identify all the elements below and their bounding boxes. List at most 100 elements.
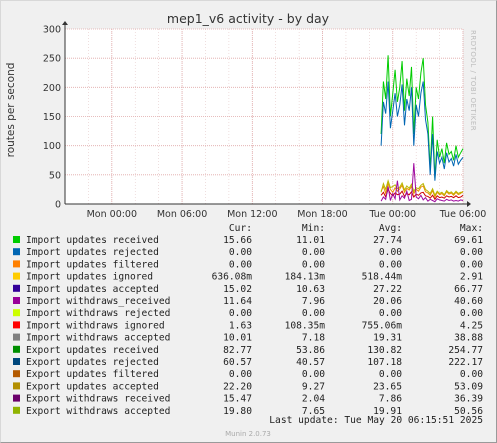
legend-value-max: 222.17 [448, 357, 483, 368]
legend-value-min: 0.00 [302, 369, 325, 380]
legend-name: Export withdraws received [26, 394, 170, 405]
legend-value-avg: 107.18 [367, 357, 402, 368]
legend-name: Import withdraws_received [26, 296, 170, 307]
legend-value-min: 40.57 [296, 357, 325, 368]
legend-value-cur: 0.00 [229, 369, 252, 380]
legend-value-cur: 1.63 [229, 320, 252, 331]
legend-header-min: Min: [302, 223, 325, 234]
series-lines [380, 55, 464, 203]
legend-name: Import updates filtered [26, 259, 159, 270]
last-update: Last update: Tue May 20 06:15:51 2025 [269, 415, 483, 426]
legend-value-cur: 15.66 [223, 235, 252, 246]
x-tick-label: Mon 18:00 [297, 209, 347, 220]
legend-value-cur: 60.57 [223, 357, 252, 368]
legend-value-max: 38.88 [454, 333, 483, 344]
legend-value-max: 40.60 [454, 296, 483, 307]
legend-name: Export withdraws accepted [26, 406, 170, 417]
legend-value-avg: 19.91 [373, 406, 402, 417]
y-axis-arrow [62, 21, 68, 25]
legend-value-min: 0.00 [302, 247, 325, 258]
legend-value-cur: 11.64 [223, 296, 252, 307]
munin-version: Munin 2.0.73 [225, 430, 271, 438]
legend-value-max: 0.00 [460, 247, 483, 258]
x-tick-label: Mon 00:00 [87, 209, 137, 220]
legend-swatch [13, 358, 20, 365]
legend-value-min: 53.86 [296, 345, 325, 356]
legend-name: Import updates rejected [26, 247, 159, 258]
legend-value-max: 2.91 [460, 272, 483, 283]
legend-value-min: 9.27 [302, 381, 325, 392]
y-axis-label: routes per second [5, 63, 17, 158]
legend-value-max: 4.25 [460, 320, 483, 331]
legend-name: Import withdraws rejected [26, 308, 170, 319]
legend-swatch [13, 382, 20, 390]
legend-value-avg: 755.06m [362, 320, 403, 331]
legend-name: Import withdraws accepted [26, 333, 170, 344]
legend-header-cur: Cur: [229, 223, 252, 234]
legend-value-min: 0.00 [302, 259, 325, 270]
legend-name: Import updates accepted [26, 284, 159, 295]
legend-value-avg: 0.00 [379, 308, 402, 319]
legend-swatch [13, 272, 20, 280]
legend-value-avg: 20.06 [373, 296, 402, 307]
legend-value-avg: 518.44m [362, 272, 403, 283]
legend-value-avg: 0.00 [379, 369, 402, 380]
legend-value-max: 50.56 [454, 406, 483, 417]
series-line [380, 188, 464, 201]
legend-value-cur: 636.08m [212, 272, 253, 283]
legend-value-min: 7.96 [302, 296, 325, 307]
legend-name: Export updates received [26, 345, 159, 356]
legend-value-min: 2.04 [302, 394, 325, 405]
x-tick-label: Tue 00:00 [368, 209, 416, 220]
legend-value-cur: 0.00 [229, 259, 252, 270]
legend-swatch [13, 297, 20, 304]
legend-swatch [13, 333, 20, 341]
legend-value-max: 36.39 [454, 394, 483, 405]
legend-value-max: 69.61 [454, 235, 483, 246]
legend-value-cur: 15.47 [223, 394, 252, 405]
legend: Cur: Min: Avg: Max: Import updates received 1… [13, 223, 483, 417]
y-tick-label: 300 [43, 25, 61, 36]
legend-swatch [13, 394, 20, 402]
series-line [380, 181, 464, 199]
legend-value-min: 7.65 [302, 406, 325, 417]
legend-swatch [13, 236, 20, 243]
legend-value-cur: 15.02 [223, 284, 252, 295]
legend-value-min: 11.01 [296, 235, 325, 246]
legend-value-cur: 0.00 [229, 247, 252, 258]
x-axis-arrow [467, 201, 471, 207]
legend-swatch [13, 406, 20, 414]
legend-name: Export updates accepted [26, 381, 159, 392]
legend-value-min: 7.18 [302, 333, 325, 344]
x-tick-label: Mon 12:00 [227, 209, 277, 220]
legend-value-avg: 27.74 [373, 235, 402, 246]
legend-value-max: 66.77 [454, 284, 483, 295]
legend-value-avg: 19.31 [373, 333, 402, 344]
legend-value-min: 108.35m [285, 320, 326, 331]
series-line [380, 163, 464, 203]
legend-value-max: 0.00 [460, 259, 483, 270]
legend-value-avg: 23.65 [373, 381, 402, 392]
legend-swatch [13, 248, 20, 256]
legend-value-min: 184.13m [285, 272, 326, 283]
series-line [380, 81, 464, 181]
legend-value-cur: 22.20 [223, 381, 252, 392]
legend-value-avg: 130.82 [367, 345, 402, 356]
legend-name: Export updates rejected [26, 357, 159, 368]
legend-value-min: 0.00 [302, 308, 325, 319]
legend-value-avg: 7.86 [379, 394, 402, 405]
legend-value-avg: 0.00 [379, 259, 402, 270]
legend-swatch [13, 321, 20, 329]
legend-value-max: 53.09 [454, 381, 483, 392]
legend-value-cur: 82.77 [223, 345, 252, 356]
legend-value-avg: 0.00 [379, 247, 402, 258]
legend-value-avg: 27.22 [373, 284, 402, 295]
legend-value-cur: 0.00 [229, 308, 252, 319]
legend-value-cur: 10.01 [223, 333, 252, 344]
legend-name: Import withdraws ignored [26, 320, 165, 331]
x-tick-label: Tue 06:00 [439, 209, 487, 220]
axes [62, 21, 471, 207]
legend-value-max: 0.00 [460, 369, 483, 380]
legend-value-min: 10.63 [296, 284, 325, 295]
